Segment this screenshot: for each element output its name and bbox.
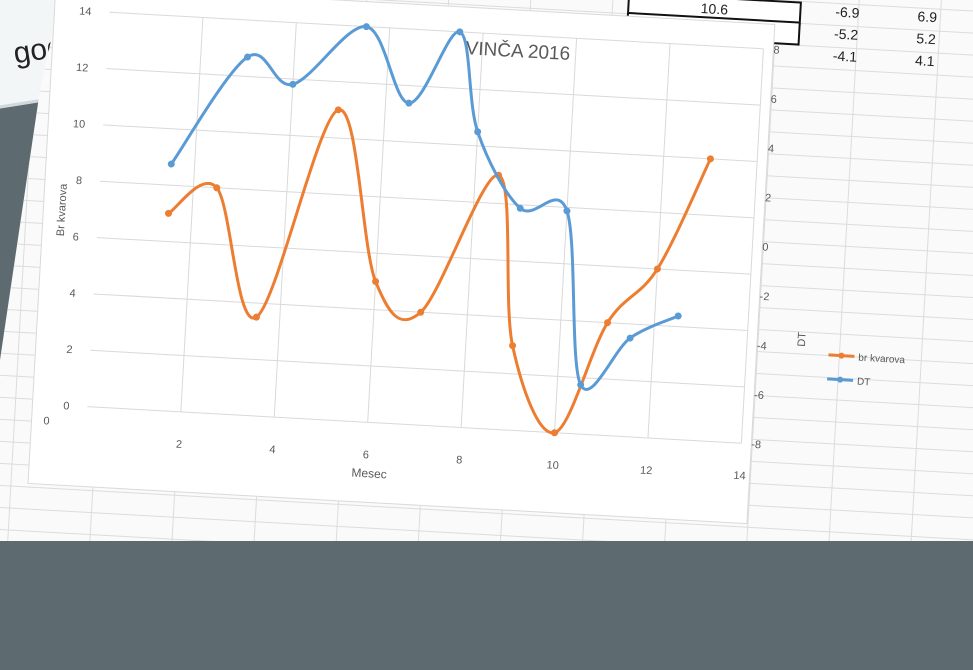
y-right-tick-label: 6	[770, 94, 777, 106]
gridline-vertical	[367, 27, 391, 423]
legend-label-br-kvarova: br kvarova	[858, 353, 906, 367]
data-point-dt[interactable]	[474, 128, 482, 136]
y-left-tick-label: 14	[79, 6, 92, 19]
gridline-vertical	[460, 33, 484, 428]
gridline-horizontal	[90, 349, 745, 388]
data-point-br-kvarova[interactable]	[165, 209, 173, 217]
gridline-horizontal	[106, 68, 761, 106]
y-right-tick-label: -8	[751, 439, 761, 452]
data-point-br-kvarova[interactable]	[653, 265, 661, 273]
gridline-vertical	[647, 43, 671, 438]
y-right-tick-label: -2	[759, 291, 769, 304]
data-point-br-kvarova[interactable]	[334, 106, 342, 114]
data-point-dt[interactable]	[289, 80, 297, 88]
x-tick-label: 2	[176, 439, 183, 451]
y-left-tick-label: 10	[73, 118, 86, 131]
data-point-br-kvarova[interactable]	[706, 155, 714, 163]
gridline-horizontal	[96, 237, 751, 275]
data-point-dt[interactable]	[456, 28, 464, 36]
x-axis-label: Mesec	[351, 465, 387, 481]
data-point-dt[interactable]	[577, 381, 585, 389]
gridline-horizontal	[87, 406, 742, 444]
gridline-vertical	[180, 17, 204, 412]
gridline-vertical	[554, 38, 578, 433]
gridline-horizontal	[103, 124, 758, 162]
y-left-tick-label: 6	[72, 231, 79, 243]
y-right-tick-label: 0	[762, 242, 769, 254]
legend-label-dt: DT	[857, 377, 871, 389]
y-left-tick-label: 0	[63, 400, 70, 412]
data-point-dt[interactable]	[167, 160, 175, 168]
legend-marker-br-kvarova	[838, 352, 845, 359]
data-point-br-kvarova[interactable]	[604, 319, 612, 327]
gridlines	[87, 11, 764, 444]
x-tick-label: 12	[640, 465, 653, 478]
gridline-horizontal	[109, 11, 764, 50]
x-tick-label: 8	[456, 454, 463, 466]
x-tick-label: 4	[269, 444, 276, 456]
legend-marker-dt	[837, 376, 844, 383]
y-right-tick-label: 2	[765, 192, 772, 204]
y-right-tick-label: 8	[773, 44, 780, 56]
data-point-br-kvarova[interactable]	[252, 313, 260, 321]
data-point-dt[interactable]	[563, 207, 571, 215]
data-point-dt[interactable]	[674, 312, 682, 320]
y-right-tick-label: 4	[768, 143, 775, 155]
y-right-tick-label: -6	[754, 389, 764, 402]
data-point-br-kvarova[interactable]	[372, 277, 380, 285]
x-tick-label: 14	[733, 470, 746, 483]
y-left-tick-label: 2	[66, 344, 73, 356]
x-tick-label: 10	[546, 459, 559, 472]
data-point-dt[interactable]	[405, 99, 413, 107]
data-point-dt[interactable]	[244, 53, 252, 61]
data-point-br-kvarova[interactable]	[213, 184, 221, 192]
x-tick-label: 0	[43, 415, 50, 427]
y-left-tick-label: 4	[69, 288, 76, 300]
y-axis-left-label: Br kvarova	[55, 182, 70, 236]
x-tick-label: 6	[362, 449, 369, 461]
y-right-tick-label: -4	[756, 340, 766, 353]
data-point-br-kvarova[interactable]	[417, 308, 425, 316]
gridline-vertical	[273, 22, 297, 418]
data-point-dt[interactable]	[362, 23, 370, 31]
legend[interactable]: br kvarova DT	[827, 351, 906, 390]
gridline-vertical	[740, 48, 764, 444]
data-point-dt[interactable]	[516, 204, 524, 212]
y-left-tick-label: 12	[76, 62, 89, 75]
y-left-tick-label: 8	[76, 175, 83, 187]
data-point-br-kvarova[interactable]	[509, 342, 517, 350]
gridline-horizontal	[99, 180, 755, 219]
data-point-br-kvarova[interactable]	[551, 429, 559, 437]
y-axis-right-label: DT	[796, 332, 809, 348]
data-point-dt[interactable]	[626, 334, 634, 342]
